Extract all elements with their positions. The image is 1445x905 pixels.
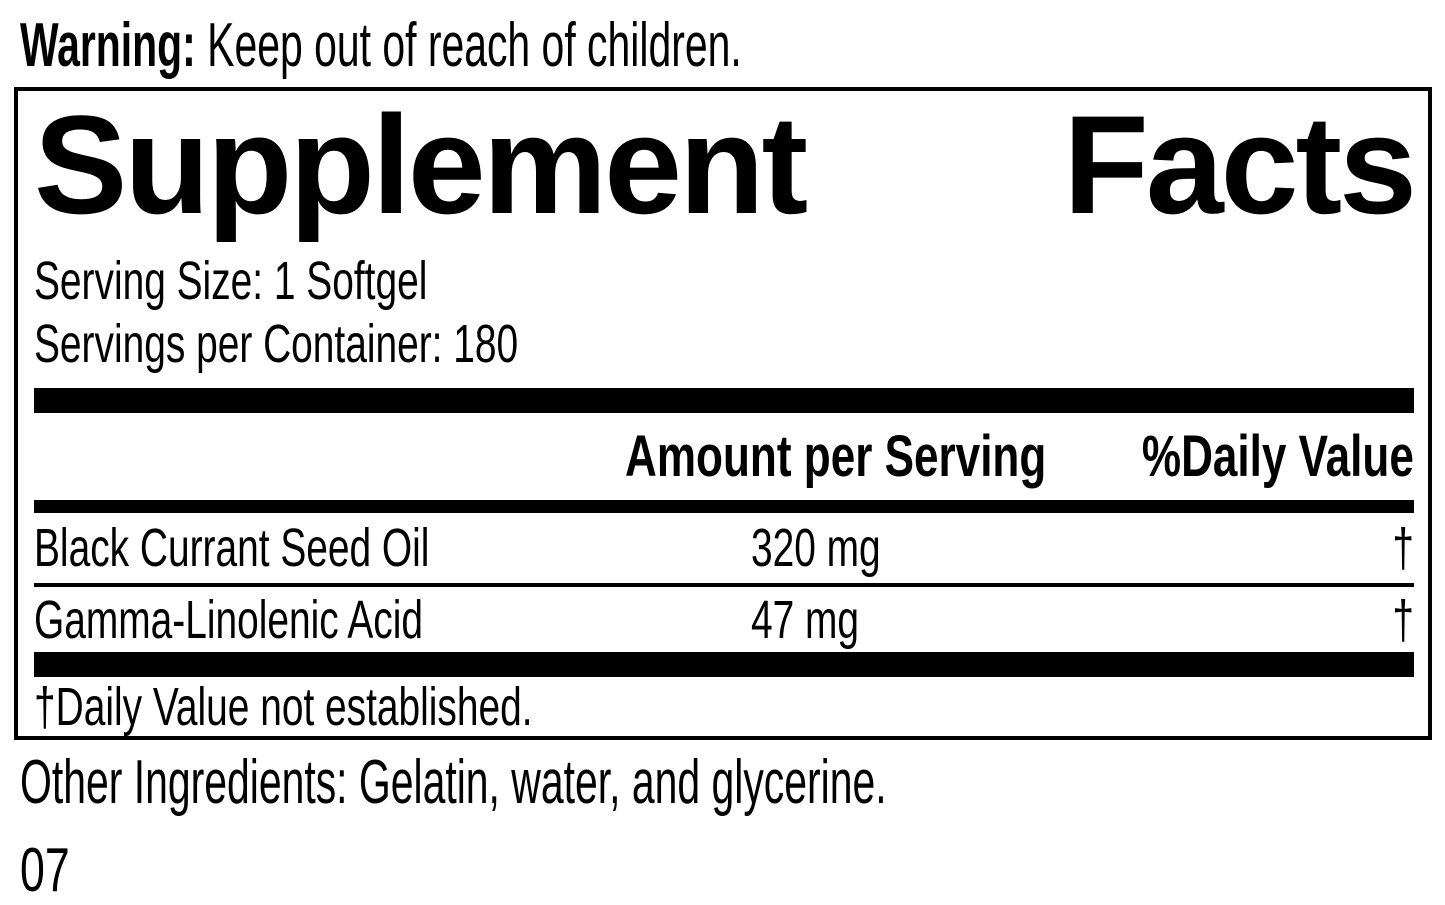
servings-per-container-line: Servings per Container: 180	[34, 314, 519, 374]
panel-title-word-facts: Facts	[1063, 86, 1417, 243]
row-divider	[34, 583, 1414, 587]
daily-value-header: %Daily Value	[1142, 424, 1414, 489]
nutrient-row: Black Currant Seed Oil 320 mg †	[34, 513, 1414, 583]
panel-title-word-supplement: Supplement	[34, 86, 808, 243]
other-ingredients-line: Other Ingredients: Gelatin, water, and g…	[20, 748, 887, 817]
separator-bar-top	[34, 388, 1414, 413]
footer-code: 07	[20, 836, 70, 905]
panel-title: Supplement Facts	[34, 86, 1417, 243]
serving-info: Serving Size: 1 Softgel Servings per Con…	[34, 250, 1414, 376]
nutrient-name: Black Currant Seed Oil	[34, 518, 430, 578]
warning-text: Keep out of reach of children.	[195, 11, 742, 80]
amount-per-serving-header: Amount per Serving	[624, 424, 1047, 489]
nutrient-amount: 47 mg	[751, 589, 860, 650]
warning-label: Warning:	[20, 11, 196, 80]
daily-value-footnote: †Daily Value not established.	[34, 676, 533, 737]
separator-bar-bottom	[34, 652, 1414, 677]
nutrient-daily-value: †	[1392, 589, 1414, 650]
footnote: †Daily Value not established.	[34, 676, 1414, 737]
nutrient-row: Gamma-Linolenic Acid 47 mg †	[34, 587, 1414, 652]
warning-line: Warning: Keep out of reach of children.	[0, 0, 1445, 79]
nutrient-daily-value: †	[1392, 518, 1414, 578]
nutrient-amount: 320 mg	[751, 518, 881, 578]
supplement-facts-panel: Supplement Facts Serving Size: 1 Softgel…	[14, 87, 1432, 740]
serving-size-line: Serving Size: 1 Softgel	[34, 251, 428, 311]
separator-bar-header	[34, 500, 1414, 513]
nutrient-name: Gamma-Linolenic Acid	[34, 589, 423, 650]
column-header-row: Amount per Serving %Daily Value	[34, 413, 1414, 500]
